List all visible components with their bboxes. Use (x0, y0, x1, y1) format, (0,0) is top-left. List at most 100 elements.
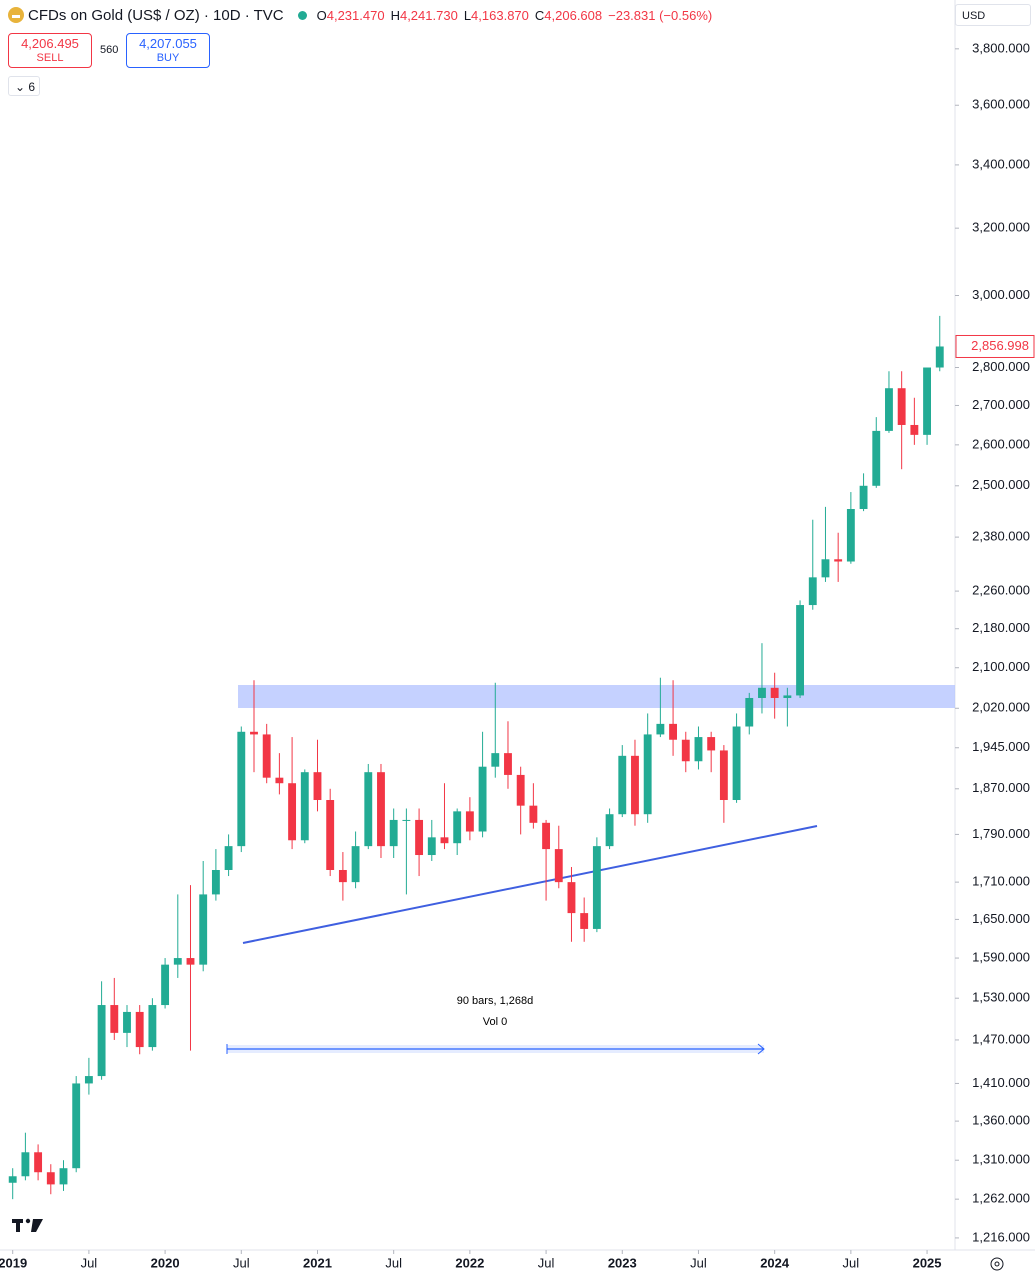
candle-body (554, 849, 563, 883)
candle-body (97, 1005, 106, 1077)
candle-body (313, 772, 322, 801)
y-tick-label: 2,100.000 (972, 659, 1030, 674)
candle-body (707, 737, 716, 751)
candle-body (377, 772, 385, 847)
candle-body (745, 697, 754, 727)
candle-body (465, 811, 474, 832)
candle-body (516, 774, 525, 806)
candle-body (402, 819, 411, 821)
candle-body (834, 559, 843, 562)
candle-body (135, 1011, 144, 1048)
candle-body (148, 1005, 157, 1048)
x-tick-label: 2024 (760, 1255, 790, 1270)
x-tick-label: 2020 (151, 1255, 180, 1270)
candle-body (161, 964, 170, 1006)
ohlc-value: 4,206.608 (544, 7, 603, 23)
candle-body (846, 508, 855, 562)
candle-body (643, 734, 652, 815)
ohlc-value: 4,163.870 (471, 7, 529, 23)
sell-price: 4,206.495 (21, 36, 79, 51)
candle-body (618, 755, 627, 815)
currency-select[interactable]: USD (955, 4, 1031, 26)
header: CFDs on Gold (US$ / OZ) · 10D · TVC O 4,2… (8, 4, 718, 26)
candle-body (84, 1076, 93, 1084)
candle-body (669, 723, 678, 740)
candle-body (46, 1172, 55, 1185)
candle-body (783, 695, 792, 698)
measure-arrow (757, 1043, 765, 1055)
measure-volume: Vol 0 (483, 1016, 507, 1028)
candle-body (351, 846, 360, 883)
y-tick-label: 2,500.000 (972, 477, 1030, 492)
y-tick-label: 1,945.000 (972, 739, 1030, 754)
y-tick-label: 1,650.000 (972, 911, 1030, 926)
currency: USD (962, 10, 986, 22)
y-tick-label: 2,700.000 (972, 397, 1030, 412)
spread: 560 (100, 44, 119, 56)
candle-body (872, 430, 881, 486)
trend-line (242, 825, 818, 944)
candle-body (885, 388, 893, 431)
ohlc-key: L (463, 7, 472, 23)
candle-body (72, 1083, 81, 1169)
candle-body (186, 958, 195, 965)
candle-body (923, 367, 931, 435)
y-tick-label: 1,470.000 (972, 1031, 1030, 1046)
candle-body (504, 753, 512, 775)
candle-body (732, 726, 741, 801)
candle-body (275, 777, 284, 784)
candle-body (300, 772, 309, 841)
last-price-label: 2,856.998 (971, 338, 1029, 353)
candle-body (770, 687, 779, 698)
measure-label: 90 bars, 1,268d (457, 995, 533, 1007)
candle-body (758, 687, 766, 698)
sell-label: SELL (36, 52, 64, 64)
y-tick-label: 1,590.000 (972, 949, 1030, 964)
candle-body (237, 731, 246, 847)
ohlc-value: 4,241.730 (399, 7, 458, 23)
candle-body (656, 723, 665, 735)
y-tick-label: 2,020.000 (972, 700, 1030, 715)
candle-body (605, 814, 614, 847)
candle-body (910, 424, 919, 435)
market-status (297, 10, 307, 20)
y-tick-label: 3,400.000 (972, 156, 1030, 171)
y-tick-label: 2,180.000 (972, 620, 1030, 635)
y-tick-label: 1,360.000 (972, 1113, 1030, 1128)
candle-body (34, 1152, 43, 1173)
x-tick-label: Jul (690, 1255, 707, 1270)
settings-icon[interactable] (990, 1257, 1004, 1271)
tv-logo (12, 1218, 43, 1232)
candle-body (415, 819, 424, 856)
last-price-box (955, 334, 1035, 358)
y-tick-label: 1,790.000 (972, 826, 1030, 841)
candle-body (338, 869, 347, 883)
candle-body (21, 1152, 30, 1177)
x-tick-label: 2023 (608, 1255, 637, 1270)
indicators-toggle[interactable]: ⌄ 6 (8, 76, 40, 96)
candle-body (8, 1176, 17, 1183)
candle-body (364, 772, 373, 847)
x-tick-label: Jul (385, 1255, 402, 1270)
candle-body (123, 1011, 131, 1033)
x-tick-label: Jul (538, 1255, 555, 1270)
symbol-icon (8, 7, 24, 23)
buy-price: 4,207.055 (139, 36, 197, 51)
sell-button[interactable]: 4,206.495 SELL (8, 33, 92, 68)
symbol-title: CFDs on Gold (US$ / OZ) · 10D · TVC (28, 6, 284, 24)
y-tick-label: 1,710.000 (972, 874, 1030, 889)
candle-body (478, 766, 487, 832)
candle-body (542, 822, 551, 850)
y-tick-label: 3,600.000 (972, 97, 1030, 112)
resistance-zone (238, 685, 955, 708)
candle-body (440, 837, 449, 844)
x-tick-label: 2022 (455, 1255, 484, 1270)
indicator-count: 6 (28, 80, 36, 94)
candle-body (796, 605, 805, 696)
y-tick-label: 3,000.000 (972, 287, 1030, 302)
candle-body (262, 734, 271, 778)
x-tick-label: Jul (843, 1255, 860, 1270)
buy-button[interactable]: 4,207.055 BUY (126, 33, 210, 68)
candle-body (224, 846, 233, 870)
